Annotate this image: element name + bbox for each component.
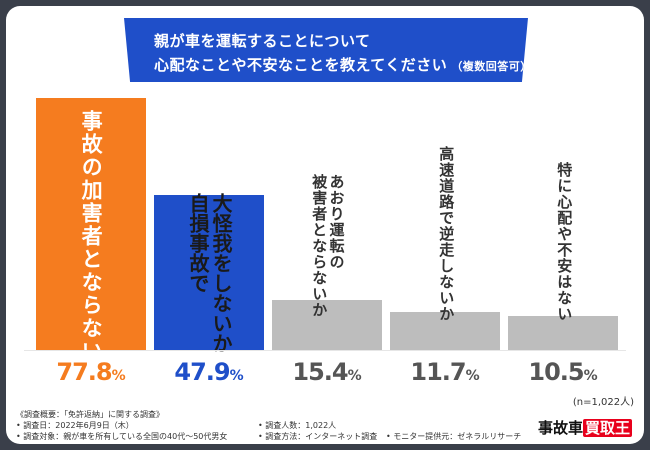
- value-number-4: 11.7: [410, 358, 466, 386]
- bar-4: [390, 312, 500, 350]
- value-label-4: 11.7%: [390, 358, 500, 386]
- title-line-2-text: 心配なことや不安なことを教えてください: [154, 56, 448, 74]
- footer-monitor: • モニター提供元：ゼネラルリサーチ: [386, 432, 522, 441]
- bar-label-4: 高速道路で逆走しないか: [437, 146, 456, 322]
- value-label-1: 77.8%: [36, 358, 146, 386]
- bar-2: [154, 195, 264, 350]
- bar-label-2-line-1: 大怪我をしないか: [209, 193, 233, 353]
- footer-middle: • 調査人数：1,022人 • 調査方法：インターネット調査: [258, 420, 377, 442]
- footer-count: • 調査人数：1,022人: [258, 421, 337, 430]
- value-label-2: 47.9%: [154, 358, 264, 386]
- footer-overview: 《調査概要：「免許返納」に関する調査》: [16, 410, 164, 419]
- card: 親が車を運転することについて 心配なことや不安なことを教えてください （複数回答可…: [6, 6, 644, 444]
- value-number-5: 10.5: [528, 358, 584, 386]
- bar-3: [272, 300, 382, 350]
- bar-5: [508, 316, 618, 350]
- title-banner: 親が車を運転することについて 心配なことや不安なことを教えてください （複数回答可…: [124, 18, 528, 82]
- title-line-2: 心配なことや不安なことを教えてください （複数回答可）: [154, 54, 532, 75]
- bar-label-1-line-1: 事故の加害者とならないか: [79, 110, 104, 386]
- sample-size: (n=1,022人): [572, 397, 634, 408]
- bar-label-5: 特に心配や不安はない: [555, 162, 574, 322]
- value-label-5: 10.5%: [508, 358, 618, 386]
- bar-label-2-line-2: 自損事故で: [186, 193, 210, 293]
- bar-1: [36, 98, 146, 350]
- value-unit-3: %: [347, 368, 362, 384]
- bar-chart: 事故の加害者とならないか 77.8% 大怪我をしないか 自損事故で 47.9% あおり運転…: [6, 6, 644, 444]
- bar-label-4-line-1: 高速道路で逆走しないか: [437, 146, 456, 322]
- value-number-3: 15.4: [292, 358, 348, 386]
- value-unit-5: %: [583, 368, 598, 384]
- footer-left: 《調査概要：「免許返納」に関する調査》 • 調査日：2022年6月9日（木） •…: [16, 409, 227, 442]
- logo-text: 事故車: [538, 419, 584, 437]
- bar-label-5-line-1: 特に心配や不安はない: [555, 162, 574, 322]
- footer-date: • 調査日：2022年6月9日（木）: [16, 421, 134, 430]
- bar-label-3-line-1: あおり運転の: [327, 174, 346, 270]
- bar-label-3: あおり運転の 被害者とならないか: [310, 174, 345, 318]
- value-unit-1: %: [111, 368, 126, 384]
- logo-highlight: 買取王: [583, 419, 633, 437]
- footer-target: • 調査対象：親が車を所有している全国の40代～50代男女: [16, 432, 228, 441]
- value-number-2: 47.9: [174, 358, 230, 386]
- bar-label-3-line-2: 被害者とならないか: [310, 174, 329, 318]
- value-label-3: 15.4%: [272, 358, 382, 386]
- footer-method: • 調査方法：インターネット調査: [258, 432, 378, 441]
- value-number-1: 77.8: [56, 358, 112, 386]
- bar-label-2: 大怪我をしないか 自損事故で: [186, 193, 233, 353]
- value-unit-4: %: [465, 368, 480, 384]
- value-unit-2: %: [229, 368, 244, 384]
- chart-baseline: [24, 350, 626, 351]
- brand-logo: 事故車 買取王: [538, 417, 633, 438]
- footer-right: • モニター提供元：ゼネラルリサーチ: [386, 431, 521, 442]
- bar-label-1: 事故の加害者とならないか: [79, 110, 103, 386]
- title-line-1: 親が車を運転することについて: [154, 32, 371, 50]
- title-note: （複数回答可）: [451, 60, 532, 73]
